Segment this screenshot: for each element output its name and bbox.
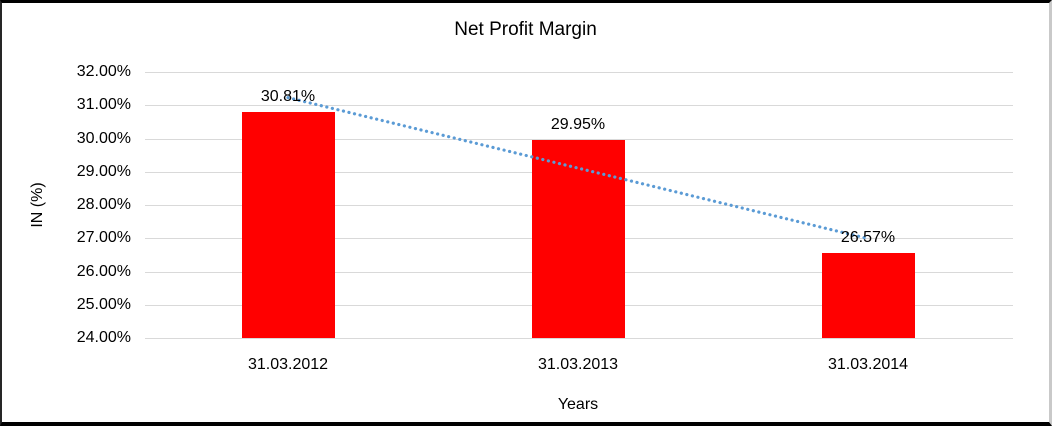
x-tick-label: 31.03.2014 bbox=[827, 356, 909, 373]
gridline bbox=[145, 105, 1013, 107]
bar-data-label: 30.81% bbox=[260, 87, 316, 105]
x-tick-label: 31.03.2013 bbox=[537, 356, 619, 373]
gridline bbox=[145, 138, 1013, 140]
y-tick-label: 32.00% bbox=[76, 63, 131, 80]
chart-title: Net Profit Margin bbox=[454, 19, 597, 40]
x-tick-label: 31.03.2012 bbox=[247, 356, 329, 373]
y-tick-label: 27.00% bbox=[76, 229, 131, 247]
bar-data-label: 29.95% bbox=[550, 116, 606, 134]
plot-area: 30.81% 29.95% 26.57% bbox=[143, 72, 1013, 339]
y-tick-label: 31.00% bbox=[76, 96, 131, 114]
gridline bbox=[145, 72, 1013, 73]
bar bbox=[821, 252, 915, 338]
y-tick-label: 29.00% bbox=[76, 162, 131, 180]
y-tick-label: 25.00% bbox=[76, 295, 131, 313]
bar bbox=[241, 111, 335, 338]
gridline bbox=[145, 338, 1013, 339]
bar bbox=[531, 140, 625, 338]
y-tick-label: 28.00% bbox=[76, 196, 131, 213]
y-tick-label: 30.00% bbox=[76, 129, 131, 147]
x-axis-title: Years bbox=[557, 396, 599, 413]
trendline-layer bbox=[286, 96, 870, 241]
trendline bbox=[286, 96, 870, 241]
y-tick-label: 26.00% bbox=[76, 262, 131, 280]
y-tick-label: 24.00% bbox=[76, 329, 131, 346]
x-axis-tick-labels: 31.03.2012 31.03.2013 31.03.2014 bbox=[2, 355, 1049, 375]
bar-data-label: 26.57% bbox=[840, 228, 896, 246]
